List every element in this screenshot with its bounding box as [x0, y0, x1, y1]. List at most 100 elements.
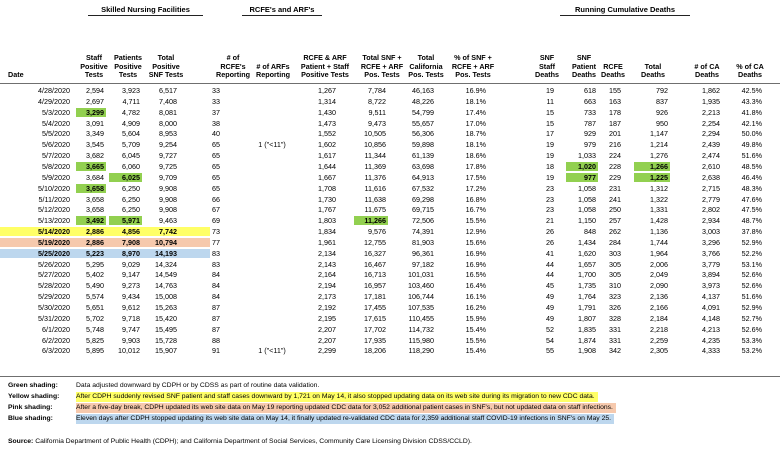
cell-pct-d: 53.2%	[741, 346, 762, 356]
cell-arf-rep	[254, 336, 290, 345]
cell-total-snf: 15,728	[155, 335, 177, 345]
cell-ca-total: 118,290	[408, 346, 434, 356]
cell-staff: 3,299	[86, 107, 104, 117]
cell-ca-total: 96,361	[412, 248, 434, 258]
cell-date: 5/7/2020	[42, 151, 70, 161]
table-row: 6/2/2020 5,825 9,903 15,728 88 2,207 17,935 115…	[0, 336, 780, 345]
cell-rcfe-arf-pos: 1,708	[318, 183, 336, 193]
cell-staff: 5,748	[86, 324, 104, 334]
cell-ca-d: 3,766	[702, 248, 720, 258]
cell-rcfe-arf-pos: 1,617	[318, 151, 336, 161]
cell-patients: 6,060	[122, 161, 140, 171]
cell-patients: 4,782	[122, 107, 140, 117]
cell-staff: 3,545	[86, 140, 104, 150]
cell-total-d: 1,744	[650, 237, 668, 247]
cell-rcfe-d: 187	[609, 118, 621, 128]
cell-patient-d: 1,058	[578, 183, 596, 193]
cell-rcfe-rep: 91	[212, 346, 220, 356]
cell-ca-total: 115,980	[408, 335, 434, 345]
cell-rcfe-rep: 88	[212, 335, 220, 345]
cell-total-all: 17,615	[364, 313, 386, 323]
cell-ca-total: 101,031	[408, 270, 434, 280]
cell-pct-pos: 15.4%	[465, 346, 486, 356]
column-header-ca-d: # of CA Deaths	[694, 61, 720, 80]
cell-total-all: 17,702	[364, 324, 386, 334]
table-row: 5/11/2020 3,658 6,250 9,908 66 1,730 11,638 69,…	[0, 195, 780, 204]
table-row: 5/3/2020 3,299 4,782 8,081 37 1,430 9,511 54,79…	[0, 107, 780, 117]
cell-pct-d: 42.5%	[741, 86, 762, 95]
header-rule	[0, 83, 780, 84]
cell-arf-rep	[254, 195, 290, 204]
cell-rcfe-arf-pos: 1,961	[318, 237, 336, 247]
table-row: 6/3/2020 5,895 10,012 15,907 91 1 ("<11") 2,29…	[0, 346, 780, 355]
cell-ca-total: 64,913	[412, 172, 434, 182]
cell-staff: 3,684	[86, 172, 104, 182]
cell-total-d: 2,166	[650, 303, 668, 312]
cell-pct-pos: 16.9%	[465, 248, 486, 258]
cell-rcfe-rep: 33	[212, 96, 220, 106]
cell-date: 5/30/2020	[38, 303, 70, 312]
cell-rcfe-rep: 40	[212, 129, 220, 139]
cell-arf-rep	[254, 97, 290, 106]
cell-rcfe-arf-pos: 2,207	[318, 324, 336, 334]
cell-pct-d: 41.8%	[741, 107, 762, 117]
cell-date: 5/19/2020	[38, 237, 70, 247]
cell-patients: 10,012	[118, 346, 140, 356]
cell-total-all: 16,467	[364, 259, 386, 269]
cell-patient-d: 1,020	[578, 161, 596, 171]
cell-ca-d: 3,003	[702, 227, 720, 237]
cell-patients: 9,147	[122, 270, 140, 280]
table-row: 5/31/2020 5,702 9,718 15,420 87 2,195 17,615 11…	[0, 314, 780, 323]
cell-date: 6/1/2020	[42, 324, 70, 334]
cell-staff: 3,665	[86, 161, 104, 171]
cell-pct-d: 48.7%	[741, 216, 762, 226]
cell-staff: 2,594	[86, 86, 104, 95]
cell-total-d: 950	[656, 118, 668, 128]
cell-total-all: 9,511	[368, 107, 386, 117]
cell-staff-d: 54	[546, 335, 554, 345]
cell-date: 5/3/2020	[42, 107, 70, 117]
cell-pct-pos: 16.5%	[465, 270, 486, 280]
cell-rcfe-rep: 87	[212, 313, 220, 323]
cell-patients: 9,903	[122, 335, 140, 345]
cell-staff: 5,702	[86, 313, 104, 323]
cell-pct-d: 49.8%	[741, 140, 762, 150]
cell-ca-d: 1,862	[702, 86, 720, 95]
cell-date: 4/28/2020	[38, 86, 70, 95]
cell-pct-d: 51.6%	[741, 292, 762, 302]
cell-ca-d: 2,213	[702, 107, 720, 117]
cell-patient-d: 1,700	[578, 270, 596, 280]
cell-patient-d: 929	[584, 129, 596, 139]
cell-ca-d: 2,474	[702, 151, 720, 161]
cell-patients: 6,025	[122, 172, 140, 182]
cell-total-all: 11,376	[364, 172, 386, 182]
cell-total-d: 2,006	[650, 259, 668, 269]
cell-arf-rep	[254, 314, 290, 323]
cell-ca-d: 2,638	[702, 172, 720, 182]
cell-arf-rep: 1 ("<11")	[258, 346, 286, 356]
cell-rcfe-rep: 84	[212, 292, 220, 302]
cell-pct-pos: 17.8%	[465, 161, 486, 171]
cell-arf-rep	[254, 86, 290, 95]
cell-total-snf: 9,727	[159, 151, 177, 161]
cell-staff-d: 44	[546, 259, 554, 269]
cell-pct-d: 52.9%	[741, 303, 762, 312]
cell-total-snf: 8,081	[159, 107, 177, 117]
legend-text: Eleven days after CDPH stopped updating …	[76, 414, 615, 424]
cell-arf-rep	[254, 270, 290, 279]
cell-total-all: 8,722	[368, 96, 386, 106]
cell-total-d: 837	[656, 96, 668, 106]
cell-total-all: 9,576	[368, 227, 386, 237]
cell-rcfe-rep: 87	[212, 303, 220, 312]
cell-rcfe-arf-pos: 1,767	[318, 205, 336, 215]
cell-total-snf: 14,324	[155, 259, 177, 269]
cell-total-snf: 15,263	[155, 303, 177, 312]
cell-patient-d: 1,657	[578, 259, 596, 269]
cell-rcfe-arf-pos: 1,314	[318, 96, 336, 106]
cell-patient-d: 618	[584, 86, 596, 95]
cell-rcfe-arf-pos: 1,430	[318, 107, 336, 117]
cell-total-snf: 9,463	[159, 216, 177, 226]
cell-ca-d: 2,715	[702, 183, 720, 193]
table-row: 5/28/2020 5,490 9,273 14,763 84 2,194 16,957 10…	[0, 281, 780, 290]
legend-text: After a five-day break, CDPH updated its…	[76, 403, 616, 413]
